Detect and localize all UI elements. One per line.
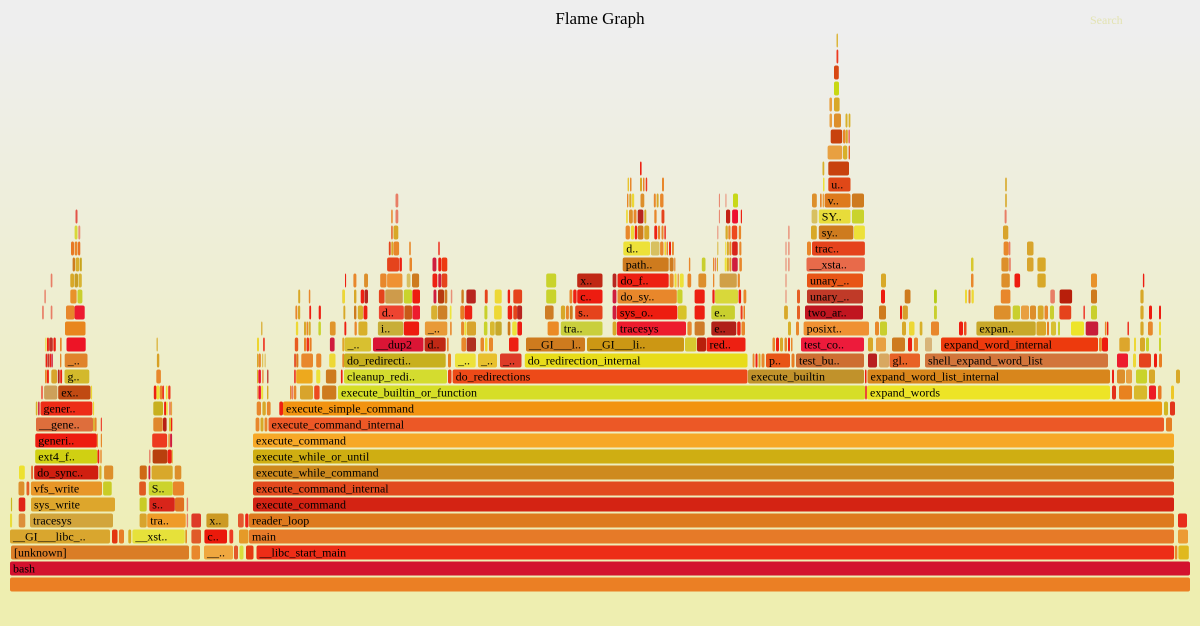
svg-text:x..: x.. [209,514,221,528]
svg-text:sy..: sy.. [822,226,838,240]
svg-text:cleanup_redi..: cleanup_redi.. [347,370,415,384]
svg-text:g..: g.. [68,370,80,384]
svg-text:test_bu..: test_bu.. [799,354,840,368]
svg-text:SY..: SY.. [822,210,842,224]
svg-text:do_sy..: do_sy.. [621,290,655,304]
svg-text:s..: s.. [152,498,163,512]
svg-text:_..: _.. [427,322,440,336]
svg-text:trac..: trac.. [815,242,839,256]
svg-text:Flame Graph: Flame Graph [555,9,645,28]
svg-text:__dup2: __dup2 [375,338,412,352]
svg-text:sys_o..: sys_o.. [620,306,653,320]
svg-text:_..: _.. [457,354,470,368]
svg-text:i..: i.. [381,322,390,336]
svg-text:e..: e.. [714,306,725,320]
svg-text:gl..: gl.. [893,354,908,368]
svg-text:__GI___l..: __GI___l.. [528,338,581,352]
svg-text:execute_simple_command: execute_simple_command [286,402,414,416]
svg-text:execute_command: execute_command [256,434,346,448]
svg-text:__GI___libc_..: __GI___libc_.. [12,530,86,544]
svg-text:path..: path.. [626,258,653,272]
svg-text:do_f..: do_f.. [621,274,649,288]
svg-text:execute_command_internal: execute_command_internal [256,482,389,496]
svg-text:bash: bash [13,562,35,576]
svg-text:posixt..: posixt.. [807,322,842,336]
svg-text:Search: Search [1090,13,1123,27]
svg-text:shell_expand_word_list: shell_expand_word_list [928,354,1043,368]
svg-text:d..: d.. [382,306,394,320]
svg-text:p..: p.. [769,354,781,368]
svg-text:[unknown]: [unknown] [14,546,67,560]
svg-text:sys_write: sys_write [34,498,80,512]
svg-text:__GI___li..: __GI___li.. [589,338,645,352]
svg-text:gener..: gener.. [44,402,76,416]
svg-text:generi..: generi.. [38,434,74,448]
svg-text:__xst..: __xst.. [134,530,167,544]
svg-text:S..: S.. [152,482,165,496]
svg-text:execute_while_or_until: execute_while_or_until [256,450,370,464]
svg-text:_..: _.. [502,354,515,368]
svg-text:test_co..: test_co.. [804,338,844,352]
svg-text:tracesys: tracesys [620,322,659,336]
svg-text:do_sync..: do_sync.. [37,466,83,480]
svg-text:tra..: tra.. [150,514,169,528]
svg-text:ext4_f..: ext4_f.. [38,450,75,464]
svg-text:__..: __.. [206,546,225,560]
svg-text:d..: d.. [428,338,440,352]
svg-text:reader_loop: reader_loop [252,514,309,528]
svg-text:two_ar..: two_ar.. [808,306,847,320]
svg-text:__gene..: __gene.. [38,418,80,432]
svg-text:e..: e.. [714,322,725,336]
svg-text:c..: c.. [580,290,591,304]
svg-text:c..: c.. [207,530,218,544]
svg-text:execute_command: execute_command [256,498,346,512]
svg-text:v..: v.. [828,194,839,208]
svg-text:do_redirections: do_redirections [456,370,531,384]
svg-text:expand_words: expand_words [870,386,940,400]
svg-text:execute_while_command: execute_while_command [256,466,379,480]
svg-text:unary_..: unary_.. [810,290,849,304]
svg-text:execute_builtin: execute_builtin [751,370,825,384]
svg-text:tra..: tra.. [564,322,583,336]
svg-text:main: main [252,530,276,544]
svg-text:s..: s.. [578,306,589,320]
svg-text:tracesys: tracesys [33,514,72,528]
svg-text:_..: _.. [67,354,80,368]
svg-text:x..: x.. [580,274,592,288]
svg-text:d..: d.. [626,242,638,256]
svg-text:execute_command_internal: execute_command_internal [272,418,405,432]
svg-text:ex..: ex.. [61,386,78,400]
svg-text:__libc_start_main: __libc_start_main [259,546,347,560]
svg-text:_..: _.. [480,354,493,368]
svg-text:expand_word_list_internal: expand_word_list_internal [871,370,1000,384]
svg-text:do_redirecti..: do_redirecti.. [347,354,411,368]
svg-text:expan..: expan.. [979,322,1014,336]
svg-text:vfs_write: vfs_write [34,482,79,496]
svg-text:execute_builtin_or_function: execute_builtin_or_function [341,386,477,400]
svg-text:red..: red.. [710,338,731,352]
svg-text:__xsta..: __xsta.. [809,258,847,272]
svg-text:expand_word_internal: expand_word_internal [944,338,1053,352]
svg-text:u..: u.. [831,178,843,192]
svg-text:do_redirection_internal: do_redirection_internal [528,354,641,368]
svg-text:unary_..: unary_.. [810,274,849,288]
svg-text:_..: _.. [347,338,360,352]
